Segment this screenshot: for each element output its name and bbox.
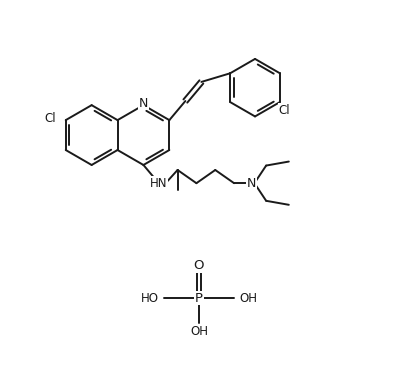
Text: O: O	[194, 259, 204, 272]
Text: HO: HO	[141, 291, 159, 305]
Text: P: P	[195, 291, 203, 305]
Text: Cl: Cl	[45, 112, 56, 125]
Text: Cl: Cl	[279, 104, 291, 117]
Text: OH: OH	[239, 291, 257, 305]
Text: N: N	[247, 177, 256, 190]
Text: N: N	[139, 97, 148, 110]
Text: HN: HN	[150, 177, 168, 190]
Text: OH: OH	[190, 324, 208, 338]
